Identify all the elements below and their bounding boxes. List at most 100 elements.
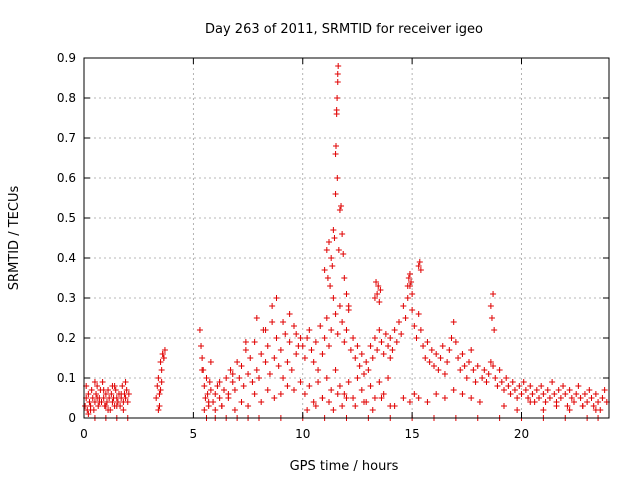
y-tick-label: 0 [68, 411, 76, 425]
data-point [474, 363, 481, 369]
data-point [405, 275, 412, 281]
data-point [273, 295, 280, 301]
data-point [566, 387, 573, 393]
x-tick-label: 10 [295, 427, 310, 441]
data-point [154, 383, 161, 389]
data-point [336, 383, 343, 389]
data-point [509, 379, 516, 385]
data-point [345, 303, 352, 309]
data-point [109, 399, 116, 405]
data-point [468, 395, 475, 401]
data-point [573, 391, 580, 397]
data-point [553, 403, 560, 409]
data-point [560, 383, 567, 389]
data-point [396, 319, 402, 325]
data-point [216, 379, 223, 385]
data-point [82, 403, 89, 409]
data-point [549, 379, 556, 385]
data-point [251, 391, 258, 397]
data-point [476, 399, 483, 405]
data-point [88, 387, 95, 393]
data-point [540, 391, 547, 397]
data-point [417, 267, 424, 273]
data-point [339, 403, 346, 409]
data-point [411, 323, 418, 329]
data-point [102, 391, 109, 397]
data-point [485, 371, 492, 377]
data-point [461, 363, 468, 369]
data-point [323, 315, 330, 321]
data-point [111, 383, 118, 389]
data-point [455, 355, 462, 361]
data-point [333, 111, 340, 117]
y-tick-label: 0.2 [57, 331, 76, 345]
data-point [408, 279, 415, 285]
data-point [155, 407, 162, 413]
data-point [393, 339, 400, 345]
data-point [207, 359, 214, 365]
data-point [201, 383, 208, 389]
data-point [511, 387, 518, 393]
data-point [551, 391, 558, 397]
data-point [331, 235, 338, 241]
data-point [380, 351, 387, 357]
data-point [119, 383, 126, 389]
data-point [304, 407, 311, 413]
data-point [557, 395, 564, 401]
data-point [94, 395, 101, 401]
data-point [319, 351, 326, 357]
data-point [334, 71, 341, 77]
data-point [492, 375, 499, 381]
data-point [459, 351, 466, 357]
data-point [125, 391, 132, 397]
data-point [286, 339, 293, 345]
data-point [343, 291, 350, 297]
data-point [518, 391, 525, 397]
y-tick-label: 0.7 [57, 131, 76, 145]
data-point [444, 359, 451, 365]
data-point [457, 367, 464, 373]
data-point [468, 347, 475, 353]
data-point [571, 399, 577, 405]
data-point [124, 399, 131, 405]
data-point [201, 407, 208, 413]
data-point [450, 387, 457, 393]
data-point [588, 395, 595, 401]
data-point [338, 203, 345, 209]
data-point [343, 327, 350, 333]
data-point [87, 407, 94, 413]
data-point [308, 347, 315, 353]
data-point [85, 391, 92, 397]
data-point [332, 191, 339, 197]
data-point [437, 355, 444, 361]
data-point [326, 399, 332, 405]
data-point [160, 355, 167, 361]
data-point [350, 335, 357, 341]
data-point [206, 379, 213, 385]
data-point [262, 359, 269, 365]
data-point [380, 391, 387, 397]
grid-lines [84, 58, 609, 418]
data-point [114, 399, 121, 405]
data-point [326, 343, 332, 349]
data-point [199, 355, 206, 361]
data-point [404, 295, 411, 301]
data-point [330, 227, 337, 233]
data-point [335, 63, 342, 69]
data-point [334, 391, 341, 397]
data-point [158, 379, 165, 385]
data-point [490, 363, 497, 369]
data-point [367, 343, 374, 349]
data-point [277, 347, 284, 353]
data-point [266, 371, 273, 377]
data-point [336, 207, 343, 213]
data-point [544, 387, 551, 393]
data-point [479, 375, 486, 381]
data-point [242, 347, 249, 353]
data-point [568, 395, 575, 401]
data-point [586, 387, 593, 393]
data-point [238, 399, 245, 405]
data-point [527, 383, 534, 389]
data-point [431, 363, 437, 369]
data-point [441, 371, 448, 377]
